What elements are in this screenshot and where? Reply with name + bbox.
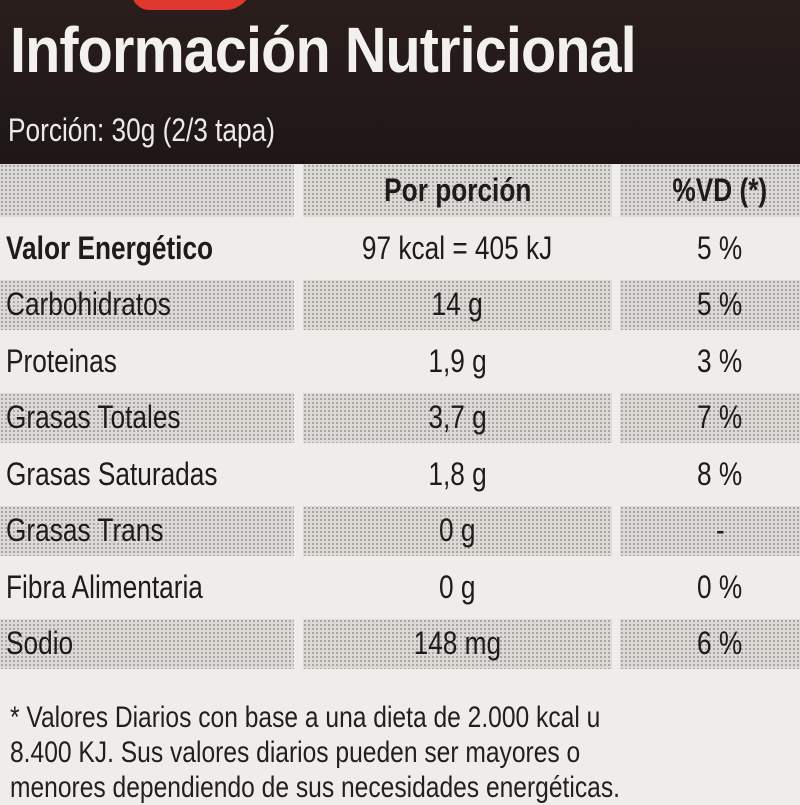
per-serving-value: 148 mg — [303, 618, 612, 669]
table-row: Proteinas 1,9 g 3 % — [0, 333, 800, 390]
table-row: Grasas Totales 3,7 g 7 % — [0, 390, 800, 447]
per-serving-value: 3,7 g — [303, 392, 612, 443]
daily-value: 8 % — [697, 455, 743, 492]
nutrient-name: Grasas Totales — [0, 392, 294, 443]
daily-value: 6 % — [620, 618, 800, 669]
nutrient-name: Grasas Saturadas — [6, 455, 218, 492]
table-header-row: Por porción %VD (*) — [0, 164, 800, 220]
table-row: Fibra Alimentaria 0 g 0 % — [0, 559, 800, 616]
header-nutrient — [0, 164, 294, 217]
nutrition-table: Por porción %VD (*) Valor Energético 97 … — [0, 164, 800, 672]
table-row: Valor Energético 97 kcal = 405 kJ 5 % — [0, 220, 800, 277]
footnote-line: menores dependiendo de sus necesidades e… — [10, 771, 620, 804]
per-serving-value: 97 kcal = 405 kJ — [362, 229, 553, 266]
footnote-line: * Valores Diarios con base a una dieta d… — [10, 701, 601, 734]
nutrient-name: Proteinas — [6, 342, 117, 379]
daily-value: 5 % — [697, 229, 743, 266]
daily-value: 7 % — [620, 392, 800, 443]
nutrient-name: Carbohidratos — [0, 279, 294, 330]
daily-value: 5 % — [620, 279, 800, 330]
per-serving-value: 0 g — [303, 505, 612, 556]
daily-value: 0 % — [697, 568, 743, 605]
label-title: Información Nutricional — [10, 14, 637, 86]
nutrient-name: Sodio — [0, 618, 294, 669]
daily-value: 3 % — [697, 342, 743, 379]
per-serving-value: 1,8 g — [428, 455, 487, 492]
nutrient-name: Fibra Alimentaria — [6, 568, 203, 605]
portion-size: Porción: 30g (2/3 tapa) — [8, 112, 275, 148]
table-row: Grasas Saturadas 1,8 g 8 % — [0, 446, 800, 503]
table-row: Sodio 148 mg 6 % — [0, 616, 800, 673]
header-daily-value: %VD (*) — [620, 164, 800, 217]
red-packaging-accent — [128, 0, 252, 10]
daily-value: - — [620, 505, 800, 556]
footnote: * Valores Diarios con base a una dieta d… — [10, 700, 748, 805]
nutrient-name: Grasas Trans — [0, 505, 294, 556]
nutrient-name: Valor Energético — [6, 229, 214, 266]
per-serving-value: 1,9 g — [428, 342, 487, 379]
per-serving-value: 0 g — [439, 568, 476, 605]
per-serving-value: 14 g — [303, 279, 612, 330]
header-per-serving: Por porción — [303, 164, 612, 217]
table-row: Carbohidratos 14 g 5 % — [0, 277, 800, 334]
table-row: Grasas Trans 0 g - — [0, 503, 800, 560]
label-header: Información Nutricional Porción: 30g (2/… — [0, 0, 800, 164]
footnote-line: 8.400 KJ. Sus valores diarios pueden ser… — [10, 736, 581, 769]
